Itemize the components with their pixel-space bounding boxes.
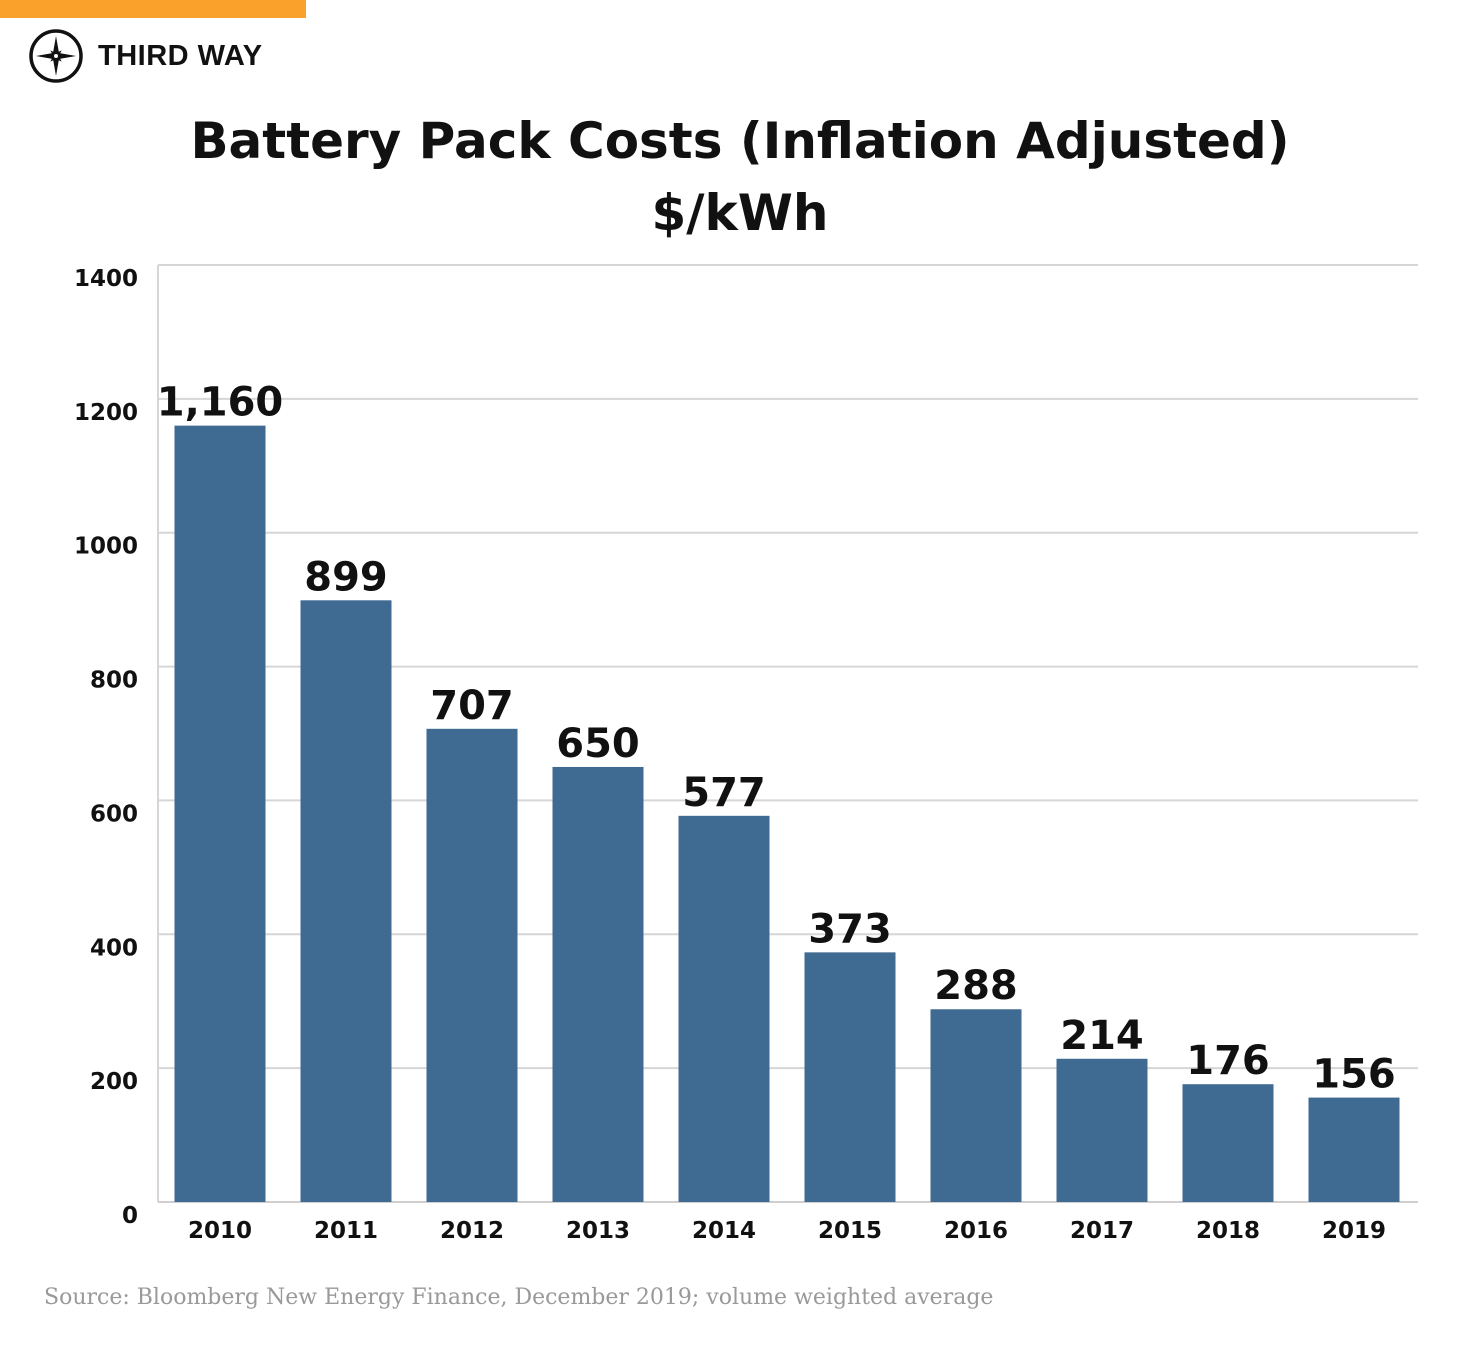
compass-star-icon	[29, 29, 83, 83]
y-tick-label: 600	[90, 801, 138, 827]
source-note: Source: Bloomberg New Energy Finance, De…	[44, 1285, 994, 1310]
x-tick-label: 2019	[1322, 1218, 1386, 1244]
brand-accent-bar	[0, 0, 306, 18]
data-label: 1,160	[157, 380, 284, 426]
x-tick-label: 2018	[1196, 1218, 1260, 1244]
data-label: 899	[304, 554, 388, 600]
brand-name: THIRD WAY	[98, 39, 263, 72]
bar-2015	[804, 952, 896, 1202]
y-tick-label: 400	[90, 935, 138, 961]
x-tick-label: 2014	[692, 1218, 756, 1244]
data-label: 176	[1186, 1038, 1270, 1084]
data-label: 373	[808, 906, 892, 952]
bar-2016	[930, 1009, 1022, 1202]
x-tick-label: 2015	[818, 1218, 882, 1244]
chart-subtitle: $/kWh	[651, 184, 829, 242]
data-label: 288	[934, 963, 1018, 1009]
bar-2010	[174, 425, 266, 1203]
y-tick-label: 1000	[74, 534, 138, 560]
y-tick-label: 800	[90, 668, 138, 694]
bar-2012	[426, 728, 518, 1202]
data-label: 214	[1060, 1013, 1144, 1059]
bar-2017	[1056, 1058, 1148, 1202]
bar-2019	[1308, 1097, 1400, 1202]
x-tick-label: 2013	[566, 1218, 630, 1244]
data-label: 577	[682, 770, 766, 816]
y-tick-label: 1400	[74, 266, 138, 292]
x-tick-label: 2011	[314, 1218, 378, 1244]
y-tick-label: 0	[122, 1203, 138, 1229]
y-tick-label: 200	[90, 1069, 138, 1095]
x-tick-label: 2016	[944, 1218, 1008, 1244]
x-tick-label: 2017	[1070, 1218, 1134, 1244]
data-label: 650	[556, 721, 640, 767]
bar-2014	[678, 815, 770, 1202]
y-tick-label: 1200	[74, 400, 138, 426]
bar-2011	[300, 600, 392, 1202]
data-label: 156	[1312, 1052, 1396, 1098]
chart-title: Battery Pack Costs (Inflation Adjusted)	[190, 112, 1290, 170]
bar-2013	[552, 766, 644, 1202]
data-label: 707	[430, 683, 514, 729]
bar-2018	[1182, 1084, 1274, 1202]
x-tick-label: 2012	[440, 1218, 504, 1244]
x-tick-label: 2010	[188, 1218, 252, 1244]
third-way-logo: THIRD WAY	[28, 28, 263, 84]
